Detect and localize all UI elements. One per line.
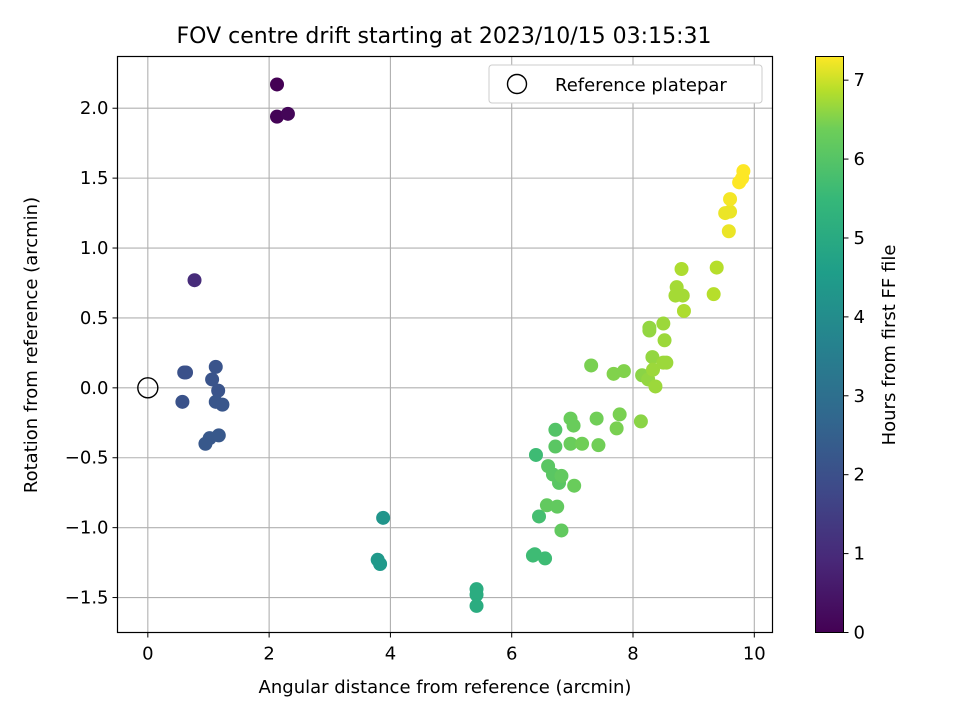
data-point: [656, 316, 671, 331]
data-point: [566, 418, 581, 433]
reference-point: [137, 377, 159, 399]
data-point: [575, 436, 590, 451]
data-point: [723, 192, 738, 207]
y-tick-label: 0.0: [80, 378, 109, 399]
colorbar: [815, 56, 844, 633]
x-tick-label: 4: [385, 644, 396, 665]
data-point: [550, 499, 565, 514]
data-point: [554, 468, 569, 483]
data-point: [723, 204, 738, 219]
y-axis-ticks: −1.5 −1.0 −0.5 0.0 0.5 1.0 1.5 2.0: [65, 98, 118, 609]
data-point: [616, 364, 631, 379]
colorbar-ticks: 0 1 2 3 4 5 6 7: [843, 70, 865, 644]
reference-marker: [137, 377, 159, 399]
legend: Reference platepar: [488, 64, 763, 104]
data-point: [675, 288, 690, 303]
data-point: [175, 394, 190, 409]
data-point: [205, 372, 220, 387]
data-point: [469, 587, 484, 602]
data-point: [645, 350, 660, 365]
data-point: [179, 365, 194, 380]
data-points: [175, 77, 751, 613]
data-point: [609, 421, 624, 436]
data-point: [721, 224, 736, 239]
y-tick-label: −0.5: [65, 448, 109, 469]
x-axis-ticks: 0 2 4 6 8 10: [142, 632, 766, 665]
y-tick-label: 0.5: [80, 308, 109, 329]
colorbar-tick-label: 6: [854, 149, 865, 170]
colorbar-tick-label: 4: [854, 307, 865, 328]
data-point: [528, 447, 543, 462]
data-point: [612, 407, 627, 422]
data-point: [706, 287, 721, 302]
data-point: [373, 556, 388, 571]
x-tick-label: 10: [743, 644, 766, 665]
data-point: [376, 510, 391, 525]
colorbar-label: Hours from first FF file: [879, 245, 900, 446]
data-point: [659, 355, 674, 370]
y-axis-label: Rotation from reference (arcmin): [21, 197, 42, 493]
y-tick-label: 1.0: [80, 238, 109, 259]
data-point: [591, 438, 606, 453]
data-point: [539, 498, 554, 513]
data-point: [270, 77, 285, 92]
data-point: [187, 273, 202, 288]
colorbar-tick-label: 3: [854, 386, 865, 407]
data-point: [538, 551, 553, 566]
data-point: [548, 422, 563, 437]
data-point: [554, 523, 569, 538]
x-tick-label: 2: [263, 644, 274, 665]
data-point: [709, 260, 724, 275]
data-point: [280, 106, 295, 121]
legend-entry-reference: Reference platepar: [555, 75, 727, 96]
data-point: [215, 397, 230, 412]
colorbar-tick-label: 7: [854, 70, 865, 91]
data-point: [648, 379, 663, 394]
y-tick-label: 2.0: [80, 98, 109, 119]
data-point: [657, 333, 672, 348]
x-axis-label: Angular distance from reference (arcmin): [259, 677, 632, 698]
data-point: [736, 164, 751, 179]
colorbar-tick-label: 2: [854, 465, 865, 486]
y-tick-label: 1.5: [80, 168, 109, 189]
colorbar-tick-label: 0: [854, 623, 865, 644]
data-point: [589, 411, 604, 426]
data-point: [567, 478, 582, 493]
data-point: [633, 414, 648, 429]
grid-lines: [117, 56, 773, 633]
legend-box: [488, 64, 763, 104]
data-point: [548, 439, 563, 454]
plot-area-border: [116, 55, 774, 634]
data-point: [674, 262, 689, 277]
data-point: [584, 358, 599, 373]
data-point: [208, 359, 223, 374]
x-tick-label: 6: [506, 644, 517, 665]
data-point: [198, 436, 213, 451]
y-tick-label: −1.0: [65, 518, 109, 539]
data-point: [646, 362, 661, 377]
data-point: [270, 109, 285, 124]
data-point: [211, 383, 226, 398]
x-tick-label: 8: [627, 644, 638, 665]
data-point: [469, 598, 484, 613]
y-tick-label: −1.5: [65, 588, 109, 609]
data-point: [211, 428, 226, 443]
chart-title: FOV centre drift starting at 2023/10/15 …: [177, 24, 712, 49]
colorbar-tick-label: 5: [854, 228, 865, 249]
legend-marker-icon: [506, 73, 528, 95]
data-point: [642, 320, 657, 335]
x-tick-label: 0: [142, 644, 153, 665]
data-point: [676, 303, 691, 318]
data-point: [563, 436, 578, 451]
data-point: [532, 509, 547, 524]
colorbar-tick-label: 1: [854, 544, 865, 565]
